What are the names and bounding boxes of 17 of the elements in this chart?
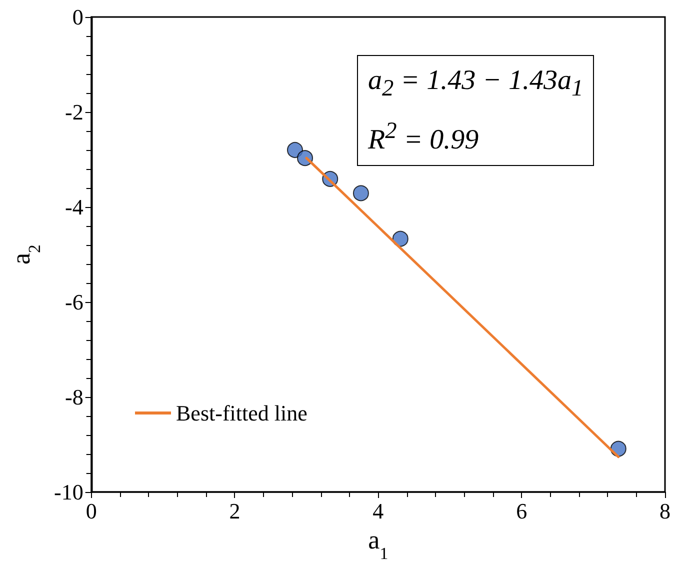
y-tick-label: -2 [65, 100, 84, 124]
point [286, 142, 303, 158]
annotation: R$^{2}$ = 0.99 [368, 116, 480, 157]
x-tick-label: 6 [516, 498, 528, 524]
x-tick-label: 8 [660, 498, 670, 524]
y-tick-label: -10 [54, 480, 84, 504]
legend-label: Best-fitted line [176, 400, 308, 426]
y-tick-label: -4 [65, 194, 84, 220]
x-tick-label: 4 [372, 498, 384, 524]
y-tick-label: -8 [65, 384, 84, 410]
y-tick-label: 0 [72, 4, 84, 30]
point [352, 185, 369, 202]
point [392, 230, 408, 247]
annotation: a$_{2}$ = 1.43 − 1.43a$_{1}$ [368, 64, 584, 104]
y-axis-title: a2 [6, 244, 44, 264]
y-tick-label: -6 [65, 290, 84, 314]
x-tick-label: 2 [229, 498, 240, 524]
